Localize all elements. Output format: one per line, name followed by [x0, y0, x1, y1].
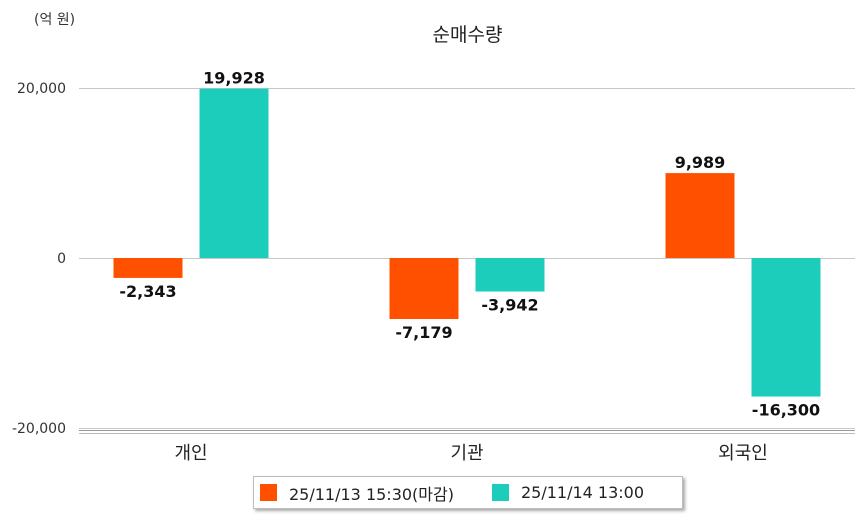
chart-title: 순매수량	[432, 24, 503, 46]
data-label: 19,928	[203, 69, 265, 88]
bar[interactable]	[199, 88, 269, 258]
bar[interactable]	[751, 258, 821, 397]
data-label: -2,343	[119, 282, 176, 301]
legend-swatch-series-1	[260, 484, 277, 501]
y-tick-label: 0	[57, 251, 66, 267]
x-tick-label: 외국인	[718, 443, 768, 464]
data-label: -7,179	[395, 323, 452, 342]
chart-legend: 25/11/13 15:30(마감) 25/11/14 13:00	[253, 476, 683, 509]
legend-item-series-1[interactable]: 25/11/13 15:30(마감)	[260, 481, 454, 505]
bar[interactable]	[665, 173, 735, 258]
legend-label-series-1: 25/11/13 15:30(마감)	[289, 484, 454, 504]
x-tick-label: 기관	[450, 443, 483, 464]
unit-label: (억 원)	[34, 12, 76, 28]
bar[interactable]	[113, 258, 183, 278]
legend-swatch-series-2	[491, 484, 509, 501]
y-tick-label: -20,000	[12, 421, 66, 437]
data-label: 9,989	[675, 153, 726, 172]
data-label: -3,942	[481, 296, 538, 315]
bar[interactable]	[389, 258, 459, 320]
x-tick-label: 개인	[174, 443, 207, 464]
legend-label-series-2: 25/11/14 13:00	[520, 483, 645, 502]
bar[interactable]	[475, 258, 545, 292]
legend-item-series-2[interactable]: 25/11/14 13:00	[491, 483, 645, 502]
data-label: -16,300	[752, 401, 820, 420]
y-tick-label: 20,000	[17, 81, 66, 97]
